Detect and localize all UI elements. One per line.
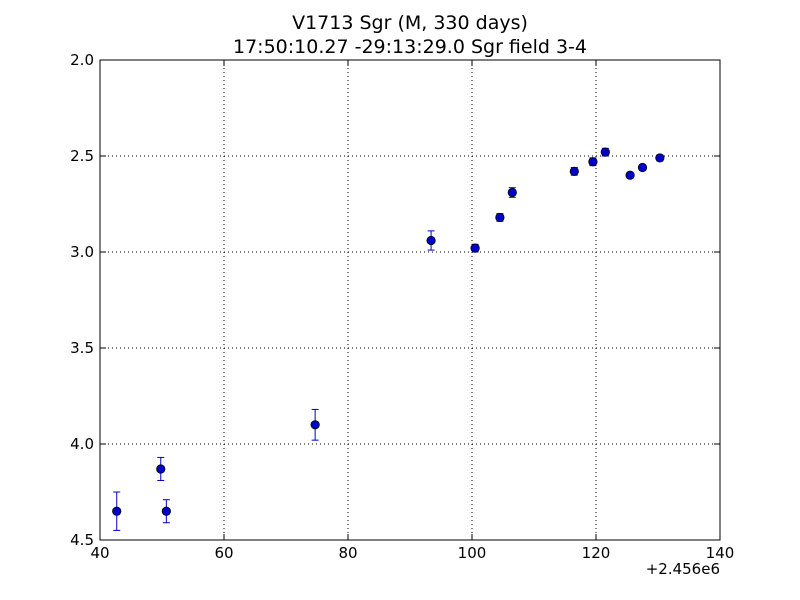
- x-offset-label: +2.456e6: [646, 560, 720, 578]
- y-tick-label: 3.0: [70, 243, 94, 261]
- x-tick-label: 140: [706, 544, 735, 562]
- axis-ticks: 40 60 80 100 120 140 2.0 2.5 3.0 3.5 4.0 4.5: [70, 51, 734, 562]
- y-tick-label: 4.5: [70, 531, 94, 549]
- y-tick-label: 4.0: [70, 435, 94, 453]
- y-tick-label: 3.5: [70, 339, 94, 357]
- x-tick-label: 100: [458, 544, 487, 562]
- plot-frame: [99, 59, 721, 541]
- data-point: [112, 506, 122, 516]
- data-point: [507, 187, 517, 198]
- grid-lines: [100, 60, 720, 540]
- data-point: [600, 147, 610, 157]
- data-point: [637, 162, 648, 173]
- chart-title: V1713 Sgr (M, 330 days): [292, 12, 528, 34]
- data-point: [426, 235, 436, 246]
- y-tick-label: 2.0: [70, 51, 94, 69]
- plot-area: [100, 60, 720, 540]
- data-point: [310, 420, 320, 430]
- x-tick-label: 80: [338, 544, 357, 562]
- data-point: [569, 166, 579, 176]
- data-point: [495, 212, 505, 223]
- data-point: [161, 506, 171, 516]
- x-tick-label: 40: [90, 544, 109, 562]
- data-points: [112, 147, 665, 531]
- data-point: [156, 464, 166, 474]
- data-point: [625, 170, 635, 180]
- data-point: [655, 153, 665, 163]
- y-tick-label: 2.5: [70, 147, 94, 165]
- chart-subtitle: 17:50:10.27 -29:13:29.0 Sgr field 3-4: [233, 36, 587, 58]
- data-point: [588, 157, 598, 167]
- data-point: [470, 243, 480, 253]
- x-tick-label: 120: [582, 544, 611, 562]
- x-tick-label: 60: [214, 544, 233, 562]
